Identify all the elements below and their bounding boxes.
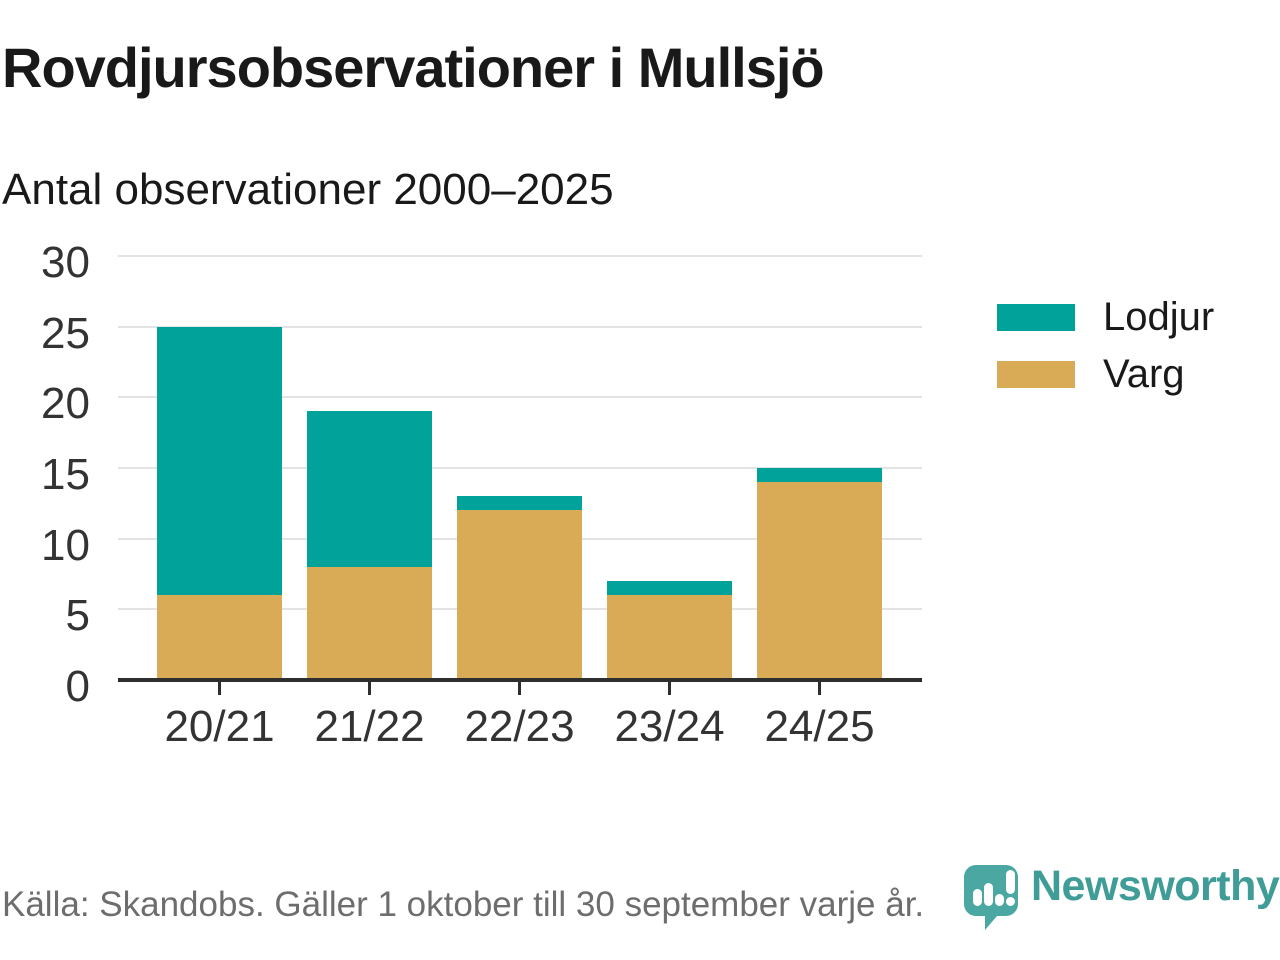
bar-segment-lodjur-22-23 bbox=[457, 496, 582, 511]
y-tick-label: 10 bbox=[41, 520, 90, 570]
legend-swatch-varg bbox=[997, 360, 1075, 388]
x-tick bbox=[518, 682, 521, 695]
y-tick-label: 5 bbox=[65, 591, 90, 641]
legend-swatch-lodjur bbox=[997, 303, 1075, 331]
bar-segment-varg-20-21 bbox=[157, 595, 282, 680]
legend-label-lodjur: Lodjur bbox=[1103, 295, 1215, 339]
newsworthy-bubble-chart-icon bbox=[964, 865, 1018, 930]
bar-segment-lodjur-23-24 bbox=[607, 581, 732, 596]
bar-segment-varg-21-22 bbox=[307, 566, 432, 680]
gridline-y25 bbox=[118, 325, 922, 328]
bar-segment-varg-23-24 bbox=[607, 595, 732, 680]
x-tick-label: 20/21 bbox=[164, 702, 275, 751]
x-tick-label: 21/22 bbox=[314, 702, 425, 751]
legend: Lodjur Varg bbox=[997, 295, 1215, 396]
y-tick-label: 30 bbox=[41, 238, 90, 287]
bar-segment-lodjur-20-21 bbox=[157, 326, 282, 596]
x-tick bbox=[668, 682, 671, 695]
bar-segment-lodjur-21-22 bbox=[307, 411, 432, 567]
legend-item-lodjur: Lodjur bbox=[997, 295, 1215, 339]
legend-label-varg: Varg bbox=[1103, 352, 1185, 396]
bar-segment-varg-24-25 bbox=[757, 482, 882, 680]
bar-segment-lodjur-24-25 bbox=[757, 468, 882, 483]
gridline-y30 bbox=[118, 255, 922, 257]
newsworthy-logo-link[interactable]: Newsworthy bbox=[963, 862, 1280, 930]
x-tick-label: 24/25 bbox=[764, 702, 875, 751]
gridline-y20 bbox=[118, 396, 922, 399]
newsworthy-wordmark: Newsworthy bbox=[1031, 862, 1280, 910]
y-tick-label: 25 bbox=[41, 308, 90, 358]
x-axis-line bbox=[118, 678, 922, 682]
bar-segment-varg-22-23 bbox=[457, 510, 582, 680]
x-tick bbox=[218, 682, 221, 695]
chart-title: Rovdjursobservationer i Mullsjö bbox=[2, 36, 825, 99]
x-tick-label: 22/23 bbox=[464, 702, 575, 751]
x-tick-label: 23/24 bbox=[614, 702, 725, 751]
chart-subtitle: Antal observationer 2000–2025 bbox=[2, 165, 614, 214]
x-tick bbox=[368, 682, 371, 695]
source-note: Källa: Skandobs. Gäller 1 oktober till 3… bbox=[2, 885, 925, 924]
legend-item-varg: Varg bbox=[997, 352, 1214, 396]
y-tick-label: 20 bbox=[41, 379, 90, 429]
x-tick bbox=[818, 682, 821, 695]
y-tick-label: 0 bbox=[65, 662, 90, 711]
y-tick-label: 15 bbox=[41, 450, 90, 499]
gridline-y15 bbox=[118, 467, 922, 469]
